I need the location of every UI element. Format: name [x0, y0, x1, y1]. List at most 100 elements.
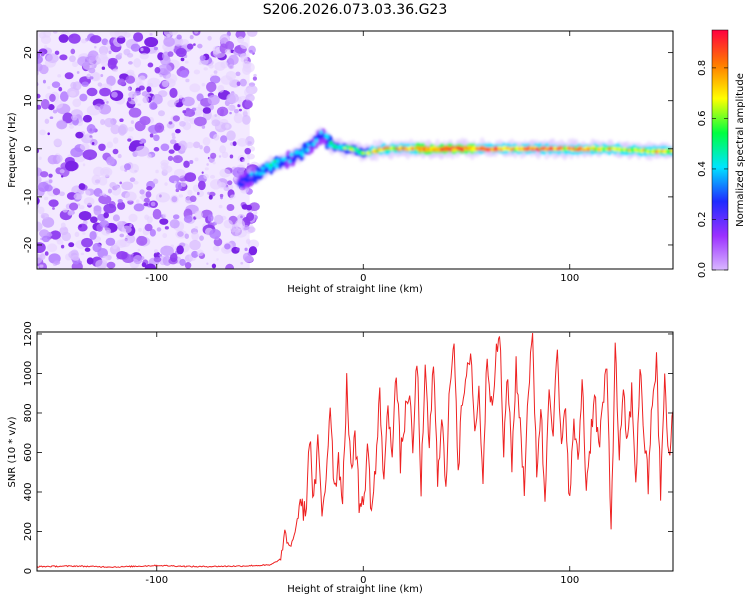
noise-speckle: [112, 148, 119, 155]
track-core: [286, 156, 291, 160]
noise-speckle: [174, 180, 177, 185]
noise-speckle: [139, 141, 144, 145]
noise-speckle: [61, 175, 64, 178]
noise-speckle: [94, 179, 100, 184]
noise-speckle: [179, 258, 186, 266]
noise-speckle: [182, 96, 195, 107]
noise-speckle: [237, 36, 245, 44]
noise-speckle: [167, 99, 177, 108]
noise-speckle: [102, 192, 105, 196]
noise-speckle: [248, 45, 256, 54]
noise-speckle: [149, 102, 158, 110]
noise-speckle: [206, 81, 217, 93]
noise-speckle: [44, 251, 49, 256]
snr-x-ticks: -100 0 100: [145, 332, 579, 586]
noise-speckle: [119, 181, 123, 185]
noise-speckle: [133, 254, 143, 265]
y-tick-label: 800: [23, 403, 34, 422]
noise-speckle: [184, 233, 189, 239]
noise-speckle: [52, 31, 58, 34]
noise-speckle: [179, 70, 189, 78]
noise-speckle: [98, 45, 109, 56]
noise-speckle: [52, 206, 55, 210]
noise-speckle: [144, 37, 159, 48]
spectrogram-signal-track: [235, 126, 673, 190]
noise-speckle: [231, 228, 239, 237]
noise-speckle: [94, 45, 97, 49]
noise-speckle: [74, 231, 80, 237]
noise-speckle: [84, 247, 91, 252]
noise-speckle: [191, 231, 199, 241]
noise-speckle: [223, 186, 230, 192]
noise-speckle: [194, 157, 199, 162]
noise-speckle: [201, 125, 206, 129]
noise-speckle: [219, 145, 227, 154]
noise-speckle: [226, 92, 239, 104]
noise-speckle: [138, 75, 146, 82]
noise-speckle: [229, 111, 232, 115]
noise-speckle: [189, 160, 194, 165]
spectrogram-x-axis-label: Height of straight line (km): [287, 284, 423, 295]
noise-speckle: [193, 31, 199, 34]
noise-speckle: [121, 225, 132, 234]
noise-speckle: [166, 34, 171, 38]
noise-speckle: [40, 98, 50, 110]
noise-speckle: [40, 51, 45, 57]
noise-speckle: [106, 141, 114, 149]
track-core: [250, 178, 255, 182]
noise-speckle: [178, 194, 184, 198]
noise-speckle: [78, 210, 92, 221]
noise-speckle: [93, 205, 102, 216]
noise-speckle: [146, 216, 153, 224]
noise-speckle: [53, 138, 62, 146]
noise-speckle: [37, 253, 43, 264]
noise-speckle: [103, 203, 117, 214]
noise-speckle: [155, 192, 171, 203]
noise-speckle: [44, 45, 48, 49]
noise-speckle: [169, 139, 177, 145]
snr-y-ticks: 0 200 400 600 800 1000 1200: [23, 321, 673, 574]
noise-speckle: [166, 122, 175, 129]
noise-speckle: [108, 57, 118, 66]
noise-speckle: [180, 180, 187, 188]
noise-speckle: [103, 98, 108, 103]
noise-speckle: [199, 55, 206, 61]
noise-speckle: [153, 256, 162, 263]
colorbar-gradient: [711, 29, 729, 271]
noise-speckle: [168, 175, 180, 184]
noise-speckle: [116, 251, 128, 260]
noise-speckle: [72, 61, 79, 68]
noise-speckle: [99, 193, 103, 196]
noise-speckle: [92, 242, 102, 253]
noise-speckle: [229, 197, 233, 201]
noise-speckle: [119, 233, 125, 238]
noise-speckle: [219, 193, 224, 198]
noise-speckle: [245, 93, 255, 103]
noise-speckle: [128, 61, 133, 65]
noise-speckle: [41, 235, 51, 243]
x-tick-label: 0: [360, 273, 366, 284]
noise-speckle: [98, 194, 112, 205]
noise-speckle: [199, 145, 203, 150]
noise-speckle: [216, 106, 229, 117]
noise-speckle: [168, 121, 173, 125]
x-tick-label: 0: [360, 575, 366, 586]
track-core: [274, 164, 279, 170]
noise-speckle: [214, 73, 218, 76]
y-tick-label: 10: [23, 94, 34, 107]
noise-speckle: [43, 196, 49, 201]
colorbar-tick-label: 0.6: [697, 110, 708, 126]
noise-speckle: [214, 214, 224, 225]
noise-speckle: [137, 248, 141, 252]
noise-speckle: [69, 55, 76, 63]
noise-speckle: [139, 52, 149, 60]
noise-speckle: [242, 159, 245, 162]
noise-speckle: [64, 160, 78, 172]
x-tick-label: -100: [145, 273, 168, 284]
noise-speckle: [83, 197, 95, 206]
noise-speckle: [107, 188, 112, 194]
noise-speckle: [90, 216, 98, 224]
noise-speckle: [80, 252, 85, 256]
noise-speckle: [241, 114, 251, 125]
noise-speckle: [101, 66, 106, 70]
